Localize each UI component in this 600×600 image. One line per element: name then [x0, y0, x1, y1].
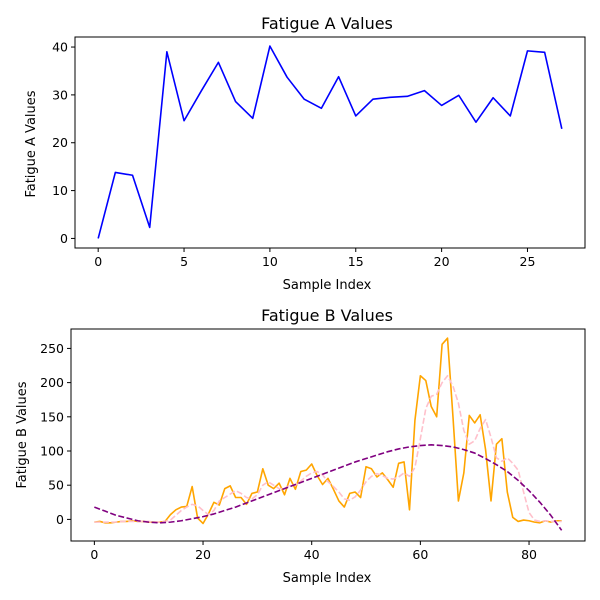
series-line-1 [94, 337, 562, 525]
series-line-2 [94, 374, 562, 523]
x-tick-label: 60 [412, 547, 428, 562]
x-tick-label: 10 [262, 254, 278, 269]
x-axis-label: Sample Index [283, 571, 372, 586]
chart-title: Fatigue B Values [261, 306, 393, 325]
x-tick-label: 5 [180, 254, 188, 269]
y-tick-label: 200 [40, 375, 64, 390]
x-tick-label: 0 [94, 254, 102, 269]
chart-fatigue-a: Fatigue A Values Sample Index Fatigue A … [24, 14, 586, 293]
x-tick-label: 20 [434, 254, 450, 269]
plot-area: 0 5 10 15 20 25 0 10 20 30 40 [52, 36, 586, 269]
x-tick-label: 25 [520, 254, 536, 269]
y-tick-label: 20 [52, 135, 68, 150]
series-group [97, 45, 563, 239]
series-line-1 [97, 45, 563, 239]
x-tick-label: 15 [348, 254, 364, 269]
series-line-3 [94, 444, 563, 531]
x-tick-label: 20 [195, 547, 211, 562]
y-tick-label: 150 [40, 409, 64, 424]
plot-frame [70, 328, 586, 542]
series-group [94, 337, 563, 531]
x-axis-label: Sample Index [283, 278, 372, 293]
x-tick-label: 0 [90, 547, 98, 562]
y-tick-label: 0 [56, 512, 64, 527]
y-tick-label: 50 [48, 478, 64, 493]
x-tick-label: 40 [304, 547, 320, 562]
y-tick-label: 100 [40, 444, 64, 459]
plot-area: 0 20 40 60 80 0 50 100 150 200 250 [40, 328, 586, 562]
y-tick-label: 40 [52, 40, 68, 55]
y-tick-label: 30 [52, 87, 68, 102]
y-tick-label: 0 [60, 231, 68, 246]
chart-fatigue-b: Fatigue B Values Sample Index Fatigue B … [15, 306, 586, 586]
y-axis-label: Fatigue A Values [24, 90, 39, 197]
y-axis-label: Fatigue B Values [15, 381, 30, 488]
y-tick-label: 10 [52, 183, 68, 198]
y-tick-label: 250 [40, 341, 64, 356]
chart-title: Fatigue A Values [261, 14, 393, 33]
x-tick-label: 80 [521, 547, 537, 562]
